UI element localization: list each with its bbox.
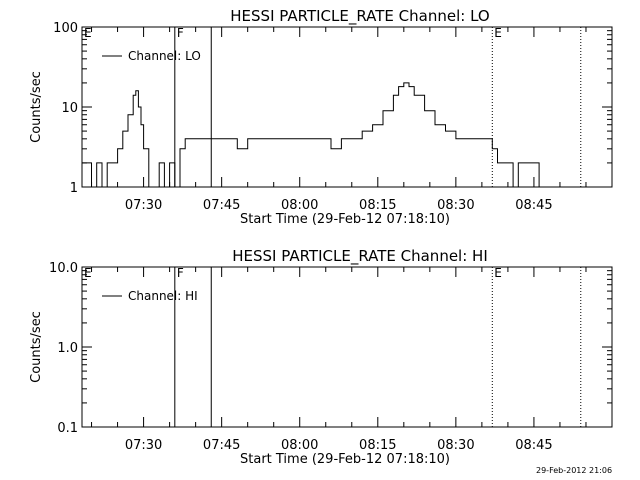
x-tick-label: 08:15 — [359, 438, 396, 453]
x-tick-label: 08:00 — [281, 198, 318, 213]
event-marker-label: F — [177, 26, 184, 40]
y-tick-label: 1 — [70, 181, 78, 196]
x-tick-label: 08:00 — [281, 438, 318, 453]
x-tick-label: 07:30 — [125, 438, 162, 453]
event-marker-label: E — [494, 26, 502, 40]
x-tick-label: 08:30 — [437, 438, 474, 453]
x-tick-label: 08:45 — [515, 438, 552, 453]
x-axis-label: Start Time (29-Feb-12 07:18:10) — [240, 212, 450, 227]
y-tick-label: 100 — [53, 21, 78, 36]
x-tick-label: 08:15 — [359, 198, 396, 213]
y-axis-label: Counts/sec — [29, 71, 44, 143]
x-tick-label: 07:30 — [125, 198, 162, 213]
x-tick-label: 08:30 — [437, 198, 474, 213]
chart-title: HESSI PARTICLE_RATE Channel: HI — [232, 247, 488, 266]
y-tick-label: 0.1 — [57, 421, 78, 436]
legend-label: Channel: LO — [128, 49, 201, 63]
series-line — [82, 82, 602, 188]
y-tick-label: 1.0 — [57, 341, 78, 356]
chart-title: HESSI PARTICLE_RATE Channel: LO — [230, 7, 489, 26]
x-tick-label: 07:45 — [203, 198, 240, 213]
chart-2: HESSI PARTICLE_RATE Channel: HI Counts/se… — [29, 247, 613, 467]
legend-label: Channel: HI — [128, 289, 198, 303]
timestamp: 29-Feb-2012 21:06 — [536, 466, 613, 475]
x-axis-label: Start Time (29-Feb-12 07:18:10) — [240, 452, 450, 467]
x-tick-label: 08:45 — [515, 198, 552, 213]
y-tick-label: 10 — [61, 101, 78, 116]
x-tick-label: 07:45 — [203, 438, 240, 453]
chart-1: HESSI PARTICLE_RATE Channel: LO Counts/se… — [29, 7, 613, 227]
event-marker-label: E — [84, 266, 92, 280]
y-axis-label: Counts/sec — [29, 311, 44, 383]
y-tick-label: 10.0 — [49, 261, 78, 276]
event-marker-label: E — [84, 26, 92, 40]
event-marker-label: F — [177, 266, 184, 280]
event-marker-label: E — [494, 266, 502, 280]
